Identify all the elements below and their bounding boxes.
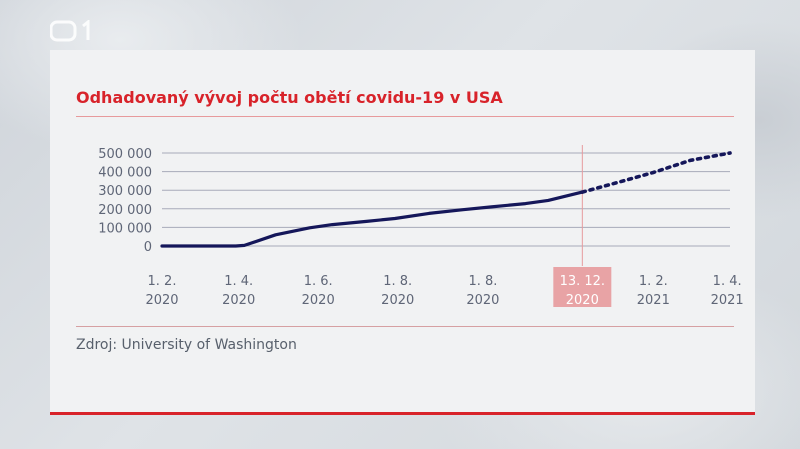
source-text: Zdroj: University of Washington — [76, 337, 297, 353]
chart-card: Odhadovaný vývoj počtu obětí covidu-19 v… — [50, 50, 755, 415]
y-axis-ticks: 0 100 000 200 000 300 000 400 000 500 000 — [98, 147, 152, 255]
x-tick-label: 1. 4. — [224, 274, 253, 289]
x-tick-label: 2020 — [302, 293, 335, 308]
x-tick-label: 1. 2. — [148, 274, 177, 289]
x-tick-label: 2020 — [222, 293, 255, 308]
gridlines — [162, 145, 730, 266]
series-line-forecast — [580, 151, 732, 194]
chart-title: Odhadovaný vývoj počtu obětí covidu-19 v… — [76, 88, 503, 107]
x-tick-label: 2020 — [145, 293, 178, 308]
x-tick-label: 2021 — [711, 293, 744, 308]
highlight-date-box — [553, 267, 612, 307]
y-tick-label: 500 000 — [98, 147, 152, 162]
x-tick-label: 2021 — [637, 293, 670, 308]
y-tick-label: 300 000 — [98, 184, 152, 199]
source-divider — [76, 326, 734, 327]
x-tick-label: 13. 12. — [560, 274, 605, 289]
y-tick-label: 400 000 — [98, 166, 152, 181]
y-tick-label: 100 000 — [98, 221, 152, 236]
x-tick-label: 1. 4. — [713, 274, 742, 289]
x-tick-label: 2020 — [566, 293, 599, 308]
line-chart: 0 100 000 200 000 300 000 400 000 500 000 1. … — [98, 145, 744, 308]
x-tick-label: 1. 2. — [639, 274, 668, 289]
x-tick-label: 1. 8. — [468, 274, 497, 289]
series-lines — [160, 151, 732, 248]
x-tick-label: 1. 8. — [383, 274, 412, 289]
x-tick-label: 2020 — [466, 293, 499, 308]
series-line-actual — [160, 190, 584, 248]
x-tick-label: 2020 — [381, 293, 414, 308]
x-axis-ticks: 1. 2. 2020 1. 4. 2020 1. 6. 2020 1. 8. 2020 1. 8… — [145, 267, 744, 308]
y-tick-label: 0 — [144, 240, 152, 255]
y-tick-label: 200 000 — [98, 203, 152, 218]
ct1-logo-icon — [50, 20, 90, 42]
title-divider — [76, 116, 734, 117]
x-tick-label: 1. 6. — [304, 274, 333, 289]
